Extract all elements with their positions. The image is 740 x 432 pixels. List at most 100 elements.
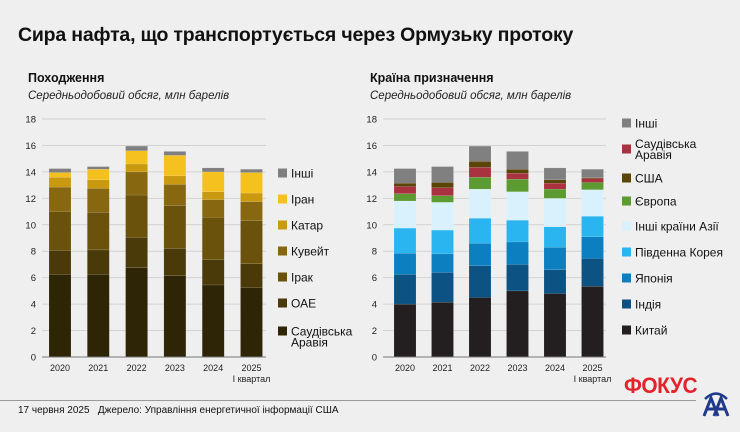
y-tick-label: 6 [372,273,377,284]
bar-segment [393,193,417,202]
bar-segment [163,184,187,206]
bar-segment [87,166,110,170]
bar-segment [201,284,225,358]
bar-segment [468,161,492,168]
bar-segment [393,227,417,254]
legend-swatch [278,220,287,230]
legend-label: Інші країни Азії [635,220,719,234]
legend-swatch [622,247,631,257]
legend-swatch [622,299,631,309]
legend-label: Саудівська [291,325,353,339]
y-tick-label: 2 [372,326,377,337]
bar-segment [468,297,492,358]
legend-label: Ірак [291,271,314,285]
bar-segment [87,212,110,251]
bar-segment [431,187,454,196]
footer-divider [0,400,696,401]
bar-segment [543,269,567,294]
legend-swatch [278,272,287,282]
legend-label: Катар [291,219,323,233]
bar-segment [543,198,567,227]
y-tick-label: 8 [372,247,377,258]
legend-label: Іран [291,193,314,207]
bar-segment [125,145,148,151]
bar-segment [468,188,492,219]
bar-segment [506,151,529,170]
bar-segment [48,168,72,173]
bar-segment [468,176,492,190]
right-chart-title: Країна призначення [370,71,494,85]
bar-segment [201,199,225,218]
bar-segment [163,248,187,276]
bar-segment [581,169,604,179]
bar-segment [125,171,148,196]
bar-segment [506,191,529,221]
bar-segment [201,259,225,286]
legend-swatch [278,298,287,308]
y-tick-label: 10 [366,220,377,231]
x-tick-label: 2025 [241,363,261,373]
bar-segment [506,173,529,180]
bar-segment [543,167,567,181]
bar-segment [393,274,417,305]
x-tick-label: 2020 [50,363,70,373]
y-tick-label: 2 [31,326,36,337]
left-chart-title: Походження [28,71,105,85]
legend-swatch [622,144,631,154]
bar-segment [87,188,110,213]
bar-segment [240,172,263,194]
bar-segment [468,167,492,178]
bar-segment [125,163,148,173]
right-chart-subtitle: Середньодобовий обсяг, млн барелів [370,90,572,102]
x-tick-label: 2022 [127,363,147,373]
bar-segment [506,219,529,243]
bar-segment [48,176,72,188]
legend-label: Саудівська [635,137,697,151]
bar-segment [163,155,187,177]
y-tick-label: 6 [31,273,36,284]
bar-segment [125,194,148,238]
bar-segment [543,247,567,270]
legend-swatch [278,168,287,178]
bar-segment [581,189,604,217]
legend-label: ОАЕ [291,297,316,311]
page-title: Сира нафта, що транспортується через Орм… [18,24,574,46]
footer-source: Джерело: Управління енергетичної інформа… [97,405,339,416]
bar-segment [431,272,454,303]
x-tick-label: 2024 [545,363,565,373]
bar-segment [201,167,225,173]
bar-segment [48,250,72,275]
bar-segment [163,151,187,156]
x-tick-label: 2021 [88,363,108,373]
bar-segment [393,186,417,194]
bar-segment [240,169,263,173]
legend-swatch [278,326,287,336]
legend-label: Китай [635,324,667,338]
legend-label: Індія [635,298,661,312]
x-tick-label: 2025 [582,363,602,373]
bar-segment [163,205,187,249]
fokus-logo: ФОКУС [624,373,698,398]
bar-segment [506,178,529,192]
x-tick-sublabel: I квартал [574,374,612,384]
x-tick-label: 2020 [395,363,415,373]
bar-segment [87,249,110,275]
legend-label: Інші [291,167,313,181]
bar-segment [581,178,604,183]
bar-segment [506,290,529,358]
bar-segment [431,253,454,273]
bar-segment [125,267,148,358]
x-tick-label: 2024 [203,363,223,373]
legend-swatch [622,221,631,231]
y-tick-label: 12 [366,194,377,205]
bar-segment [506,264,529,292]
bar-segment [393,168,417,184]
bar-segment [581,286,604,358]
bar-segment [431,202,454,231]
aa-logo-icon [702,392,730,417]
y-tick-label: 0 [31,353,36,364]
x-tick-label: 2023 [507,363,527,373]
bar-segment [431,195,454,203]
bar-segment [543,226,567,248]
bar-segment [543,182,567,190]
